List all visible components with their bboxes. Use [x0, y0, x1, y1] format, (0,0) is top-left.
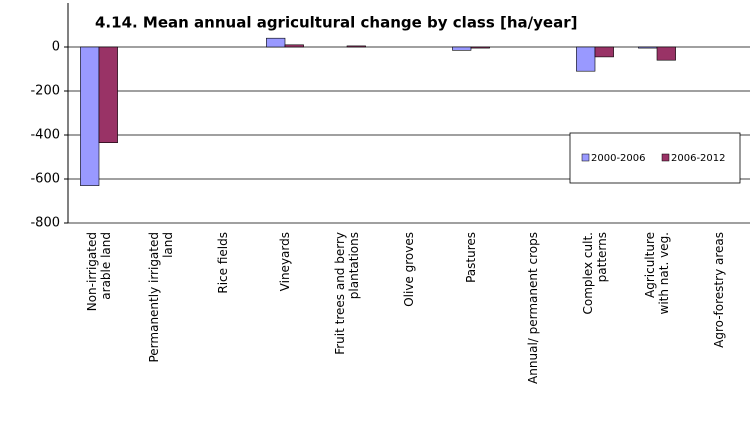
bar	[452, 46, 472, 51]
x-tick-label-line: Pastures	[464, 232, 478, 283]
x-tick-label: Annual/ permanent crops	[526, 232, 540, 384]
x-tick-label-line: Annual/ permanent crops	[526, 232, 540, 384]
y-tick-label: -600	[30, 172, 60, 187]
x-tick-label: Agro-forestry areas	[712, 232, 726, 348]
bar	[266, 37, 286, 48]
y-tick-label: 0	[52, 40, 60, 55]
legend-label: 2000-2006	[591, 153, 646, 164]
x-tick-label-line: Permanently irrigated	[147, 232, 161, 363]
x-tick-label: Olive groves	[402, 232, 416, 307]
bar	[470, 46, 490, 49]
bar	[656, 46, 676, 61]
x-tick-label: Permanently irrigatedland	[147, 232, 175, 363]
x-tick-label-line: with nat. veg.	[657, 232, 671, 314]
legend-box	[569, 132, 741, 184]
chart-title: 4.14. Mean annual agricultural change by…	[95, 14, 577, 32]
legend-swatch	[661, 153, 670, 162]
x-tick-label-line: Fruit trees and berry	[333, 232, 347, 355]
bar	[594, 46, 614, 58]
x-tick-label: Fruit trees and berryplantations	[333, 232, 361, 355]
x-tick-label-line: arable land	[99, 232, 113, 300]
bar	[638, 46, 658, 49]
x-tick-label-line: Agriculture	[643, 232, 657, 298]
x-tick-label-line: plantations	[347, 232, 361, 299]
x-tick-label-line: land	[161, 232, 175, 258]
x-tick-label-line: Agro-forestry areas	[712, 232, 726, 348]
bar	[284, 44, 304, 48]
x-tick-label: Rice fields	[216, 232, 230, 294]
x-tick-label-line: Rice fields	[216, 232, 230, 294]
y-tick-label: -400	[30, 128, 60, 143]
x-tick-label: Vineyards	[278, 232, 292, 291]
legend-label: 2006-2012	[671, 153, 726, 164]
legend-swatch	[581, 153, 590, 162]
bar	[80, 46, 100, 186]
bar	[576, 46, 596, 72]
x-tick-label: Agriculturewith nat. veg.	[643, 232, 671, 314]
x-tick-label: Pastures	[464, 232, 478, 283]
x-tick-label: Complex cult.patterns	[581, 232, 609, 315]
x-tick-label-line: Complex cult.	[581, 232, 595, 315]
x-tick-label-line: Vineyards	[278, 232, 292, 291]
x-tick-label-line: Olive groves	[402, 232, 416, 307]
x-tick-label: Non-irrigatedarable land	[85, 232, 113, 311]
x-tick-label-line: patterns	[595, 232, 609, 282]
bar	[98, 46, 118, 143]
x-tick-label-line: Non-irrigated	[85, 232, 99, 311]
y-tick-label: -800	[30, 216, 60, 231]
bar	[346, 45, 366, 48]
y-tick-label: -200	[30, 84, 60, 99]
